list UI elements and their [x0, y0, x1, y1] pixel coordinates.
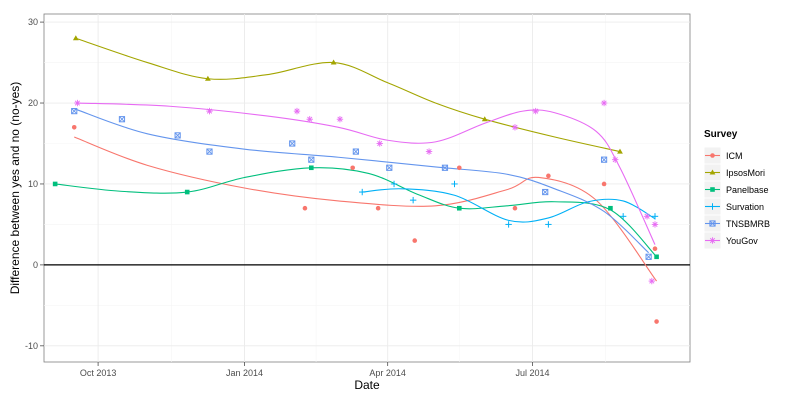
- legend-marker-panelbase: [710, 187, 715, 192]
- data-point-tnsbmrb: [441, 164, 449, 171]
- x-tick-label: Jul 2014: [515, 368, 549, 378]
- trend-line-icm: [74, 136, 658, 282]
- legend: Survey ICM IpsosMori Panelbase Survation TNS…: [703, 129, 770, 250]
- data-point-tnsbmrb: [118, 116, 126, 123]
- legend-label-survation: Survation: [726, 202, 764, 212]
- data-point-tnsbmrb: [206, 148, 213, 155]
- data-point-icm: [350, 165, 355, 171]
- data-point-survation: [545, 221, 552, 228]
- data-point-icm: [546, 173, 551, 179]
- legend-label-panelbase: Panelbase: [726, 185, 769, 195]
- trend-line-panelbase: [55, 167, 657, 258]
- data-point-icm: [456, 165, 462, 171]
- data-point-panelbase: [456, 205, 462, 211]
- data-point-yougov: [651, 221, 659, 228]
- data-point-survation: [619, 213, 627, 220]
- data-point-yougov: [336, 116, 344, 123]
- data-point-panelbase: [654, 254, 659, 260]
- legend-marker-ipsosmori: [709, 169, 716, 175]
- data-point-tnsbmrb: [542, 188, 549, 196]
- data-point-tnsbmrb: [174, 132, 181, 139]
- data-point-panelbase: [52, 181, 58, 187]
- data-point-yougov: [306, 116, 313, 123]
- data-point-yougov: [648, 277, 656, 285]
- data-point-yougov: [206, 107, 213, 115]
- legend-title: Survey: [704, 129, 738, 140]
- data-point-survation: [651, 213, 659, 220]
- data-point-survation: [451, 180, 458, 188]
- data-point-tnsbmrb: [71, 108, 78, 115]
- trend-line-ipsosmori: [75, 37, 621, 153]
- data-point-yougov: [643, 213, 651, 220]
- data-point-icm: [654, 319, 659, 324]
- axes: -10 0 10 20 30 Oct 2013 Jan 2014 Apr 2014 Jul 20…: [25, 17, 550, 378]
- y-tick-label: -10: [25, 341, 38, 351]
- y-tick-label: 30: [28, 17, 38, 27]
- y-tick-label: 10: [28, 179, 38, 189]
- data-point-survation: [390, 180, 398, 188]
- legend-label-ipsosmori: IpsosMori: [726, 168, 765, 178]
- data-point-yougov: [612, 156, 619, 163]
- data-point-tnsbmrb: [645, 253, 652, 260]
- x-tick-label: Jan 2014: [226, 368, 263, 378]
- data-point-yougov: [293, 107, 301, 115]
- legend-label-icm: ICM: [726, 151, 743, 161]
- data-point-yougov: [600, 99, 608, 107]
- data-point-icm: [375, 205, 381, 211]
- minor-gridlines: [44, 14, 690, 362]
- data-point-yougov: [425, 148, 433, 155]
- data-point-yougov: [74, 99, 81, 107]
- data-point-panelbase: [309, 165, 314, 171]
- data-point-survation: [359, 188, 366, 196]
- y-tick-label: 20: [28, 98, 38, 108]
- trend-lines: [55, 37, 658, 282]
- trend-line-tnsbmrb: [74, 108, 650, 254]
- data-point-icm: [302, 205, 308, 211]
- data-point-ipsosmori: [330, 59, 337, 65]
- data-point-tnsbmrb: [308, 156, 315, 163]
- x-axis-title: Date: [354, 378, 380, 392]
- data-point-panelbase: [184, 189, 190, 195]
- data-point-survation: [505, 221, 512, 228]
- trend-line-survation: [362, 188, 656, 223]
- data-point-icm: [601, 181, 607, 187]
- data-point-yougov: [511, 124, 519, 131]
- legend-label-tnsbmrb: TNSBMRB: [726, 219, 770, 229]
- y-tick-label: 0: [33, 260, 38, 270]
- legend-marker-yougov: [709, 237, 716, 244]
- data-point-tnsbmrb: [289, 140, 296, 147]
- data-point-ipsosmori: [481, 116, 488, 122]
- data-point-yougov: [532, 107, 539, 115]
- data-point-ipsosmori: [617, 148, 623, 154]
- data-point-panelbase: [608, 205, 613, 211]
- x-tick-label: Apr 2014: [369, 368, 406, 378]
- data-point-ipsosmori: [72, 35, 79, 41]
- data-points: [52, 35, 659, 324]
- data-point-tnsbmrb: [386, 164, 393, 171]
- legend-label-yougov: YouGov: [726, 236, 758, 246]
- data-point-icm: [412, 238, 418, 243]
- trend-line-yougov: [77, 102, 656, 245]
- data-point-icm: [71, 125, 77, 130]
- legend-marker-tnsbmrb: [709, 220, 716, 227]
- data-point-yougov: [376, 140, 383, 147]
- legend-marker-icm: [710, 153, 715, 158]
- data-point-ipsosmori: [204, 75, 211, 81]
- legend-marker-survation: [709, 203, 716, 210]
- plot-panel: [43, 13, 691, 363]
- x-tick-label: Oct 2013: [80, 368, 117, 378]
- data-point-tnsbmrb: [352, 148, 359, 155]
- data-point-icm: [512, 205, 518, 211]
- y-axis-title: Difference between yes and no (no-yes): [8, 82, 22, 295]
- data-point-tnsbmrb: [600, 156, 608, 163]
- data-point-survation: [409, 196, 417, 204]
- data-point-icm: [652, 246, 658, 251]
